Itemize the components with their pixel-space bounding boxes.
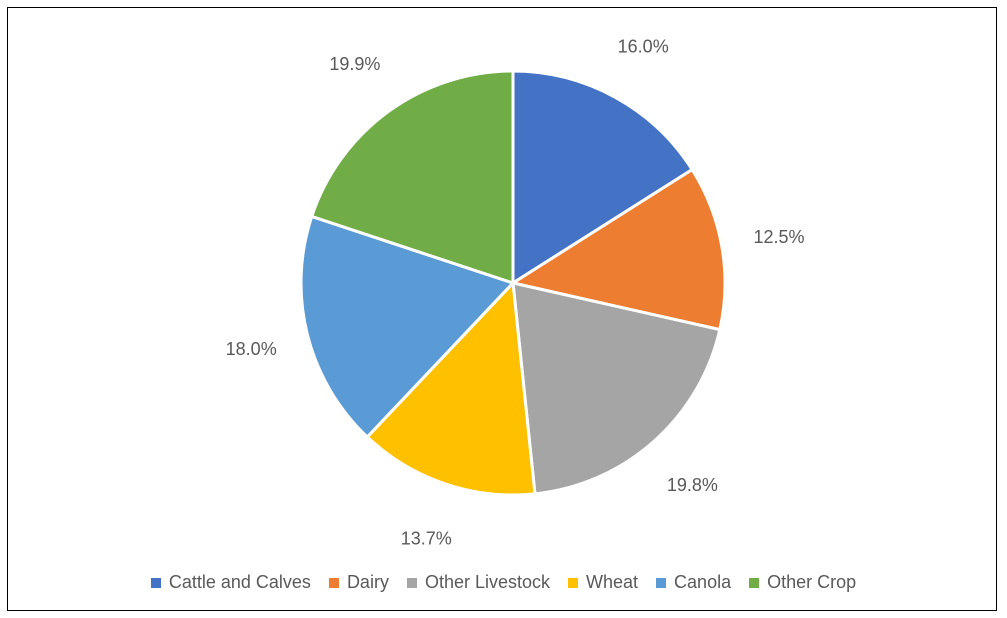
- legend-item-wheat: Wheat: [568, 572, 638, 593]
- pie-chart: 16.0% 12.5% 19.8% 13.7% 18.0% 19.9%: [226, 36, 805, 549]
- legend-label-wheat: Wheat: [586, 572, 639, 592]
- legend-swatch-dairy: [328, 577, 339, 588]
- pie-slice-wheat: [365, 279, 537, 497]
- data-label-other-livestock: 19.8%: [667, 475, 718, 495]
- legend-label-canola: Canola: [674, 572, 732, 592]
- legend-swatch-canola: [656, 577, 667, 588]
- pie-slice-cattle-and-calves: [511, 69, 695, 286]
- legend-swatch-other-crop: [749, 577, 760, 588]
- legend-item-other-livestock: Other Livestock: [406, 572, 551, 593]
- legend-item-other-crop: Other Crop: [749, 572, 856, 593]
- pie-slice-dairy: [509, 167, 727, 332]
- legend-swatch-cattle-and-calves: [150, 577, 161, 588]
- legend-item-cattle-and-calves: Cattle and Calves: [150, 572, 311, 593]
- data-label-cattle-and-calves: 16.0%: [618, 36, 669, 56]
- legend-label-other-crop: Other Crop: [767, 572, 857, 592]
- legend-label-cattle-and-calves: Cattle and Calves: [168, 572, 311, 592]
- data-label-other-crop: 19.9%: [329, 54, 380, 74]
- data-label-dairy: 12.5%: [754, 227, 805, 247]
- legend-label-dairy: Dairy: [346, 572, 389, 592]
- legend-swatch-other-livestock: [406, 577, 417, 588]
- legend-item-dairy: Dairy: [328, 572, 389, 593]
- pie-slice-other-livestock: [511, 281, 722, 496]
- pie-slice-canola: [299, 214, 516, 440]
- chart-legend: Cattle and Calves Dairy Other Livestock Whe…: [0, 572, 1007, 593]
- pie-slice-other-crop: [309, 69, 515, 286]
- data-label-canola: 18.0%: [226, 339, 277, 359]
- data-label-wheat: 13.7%: [401, 529, 452, 549]
- legend-item-canola: Canola: [656, 572, 731, 593]
- legend-swatch-wheat: [568, 577, 579, 588]
- legend-label-other-livestock: Other Livestock: [424, 572, 551, 592]
